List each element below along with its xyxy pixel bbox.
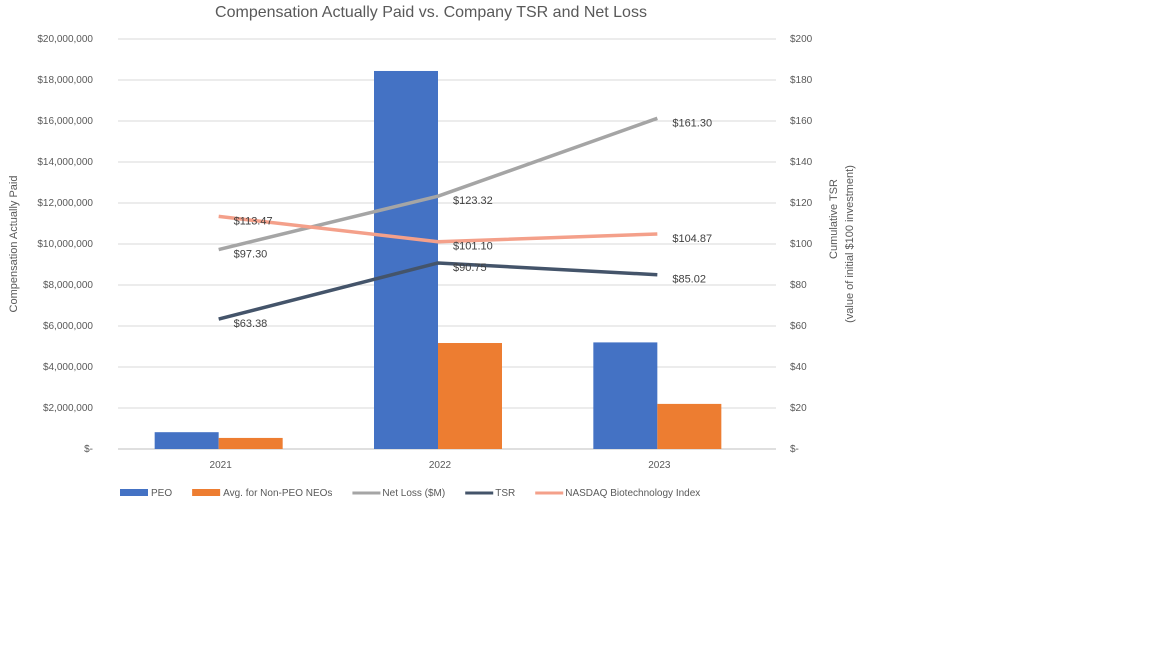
data-label: $123.32 (453, 195, 493, 207)
bar-peo (374, 70, 438, 449)
left-tick-label: $6,000,000 (43, 321, 93, 332)
left-tick-label: $18,000,000 (37, 75, 93, 86)
left-tick-label: $10,000,000 (37, 239, 93, 250)
left-tick-label: $8,000,000 (43, 280, 93, 291)
data-label: $104.87 (672, 233, 712, 245)
right-tick-label: $140 (790, 157, 813, 168)
x-tick-label: 2022 (429, 460, 452, 471)
legend-label: NASDAQ Biotechnology Index (565, 488, 700, 499)
data-label: $63.38 (234, 318, 268, 330)
bar-avg-for-non-peo-neos (438, 343, 502, 449)
x-tick-label: 2021 (210, 460, 233, 471)
right-tick-label: $60 (790, 321, 807, 332)
data-label: $113.47 (234, 215, 273, 227)
line-tsr (218, 261, 658, 321)
right-tick-label: $100 (790, 239, 813, 250)
left-tick-label: $12,000,000 (37, 198, 93, 209)
right-tick-label: $200 (790, 34, 813, 45)
right-tick-label: $20 (790, 403, 807, 414)
data-label: $85.02 (672, 274, 706, 286)
bar-peo (154, 432, 219, 449)
legend-label: PEO (151, 488, 172, 499)
line-nasdaq-biotechnology-index (218, 214, 658, 244)
left-tick-label: $- (84, 444, 93, 455)
legend-label: TSR (495, 488, 515, 499)
left-tick-label: $16,000,000 (37, 116, 93, 127)
data-label: $90.75 (453, 262, 487, 274)
x-tick-label: 2023 (648, 460, 671, 471)
right-axis-label-line2: (value of initial $100 investment) (844, 165, 856, 323)
right-axis-label-line1: Cumulative TSR (828, 179, 840, 259)
bar-avg-for-non-peo-neos (218, 437, 283, 449)
legend-swatch (192, 489, 221, 496)
bar-peo (593, 342, 658, 449)
left-tick-label: $14,000,000 (37, 157, 93, 168)
right-tick-label: $160 (790, 116, 813, 127)
legend-label: Net Loss ($M) (382, 488, 445, 499)
bar-avg-for-non-peo-neos (657, 403, 722, 449)
left-tick-label: $4,000,000 (43, 362, 93, 373)
chart-title: Compensation Actually Paid vs. Company T… (215, 4, 647, 21)
left-tick-label: $2,000,000 (43, 403, 93, 414)
right-tick-label: $40 (790, 362, 807, 373)
right-tick-label: $- (790, 444, 799, 455)
legend-label: Avg. for Non-PEO NEOs (223, 488, 332, 499)
legend-swatch (120, 489, 148, 496)
data-label: $97.30 (234, 249, 268, 261)
line-net-loss-m- (218, 116, 658, 252)
right-tick-label: $80 (790, 280, 807, 291)
left-axis-label: Compensation Actually Paid (8, 176, 20, 313)
data-label: $101.10 (453, 241, 493, 253)
right-tick-label: $120 (790, 198, 813, 209)
right-tick-label: $180 (790, 75, 813, 86)
left-tick-label: $20,000,000 (37, 34, 93, 45)
data-label: $161.30 (672, 117, 712, 129)
